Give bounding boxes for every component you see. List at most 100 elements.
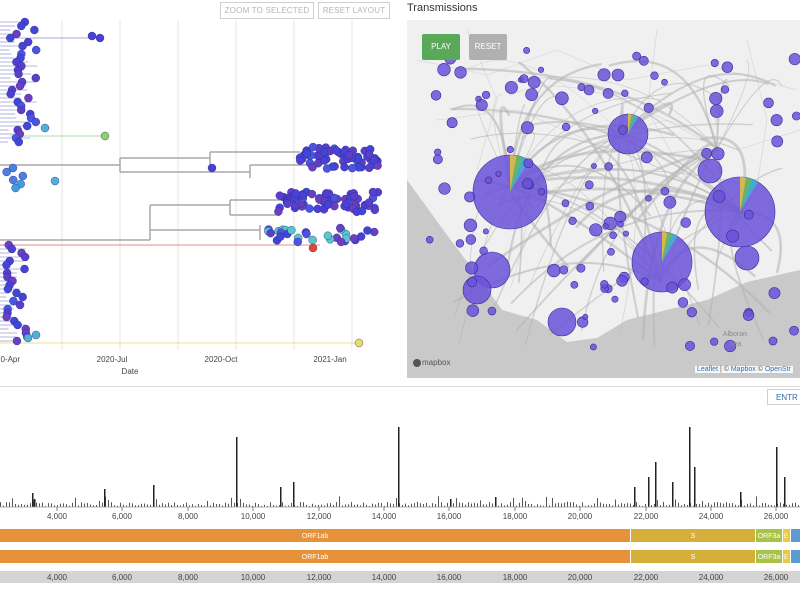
location-node[interactable] (720, 85, 730, 94)
entropy-bar[interactable] (293, 482, 295, 507)
entropy-bar[interactable] (339, 496, 340, 507)
entropy-bar[interactable] (684, 503, 685, 507)
tree-tip[interactable] (2, 260, 11, 270)
entropy-bar[interactable] (177, 505, 178, 507)
entropy-bar[interactable] (483, 504, 484, 507)
entropy-bar[interactable] (192, 504, 193, 507)
location-node[interactable] (584, 180, 594, 190)
entropy-bar[interactable] (534, 505, 535, 507)
entropy-bar[interactable] (159, 504, 160, 507)
tree-tip[interactable] (275, 191, 285, 200)
entropy-bar[interactable] (198, 504, 199, 507)
entropy-bar[interactable] (390, 503, 391, 507)
entropy-bar[interactable] (567, 501, 568, 507)
location-node[interactable] (650, 71, 659, 80)
entropy-bar[interactable] (609, 503, 610, 507)
entropy-bar[interactable] (786, 504, 787, 507)
tree-tip[interactable] (12, 288, 21, 298)
tree-tip[interactable] (30, 25, 39, 35)
location-node[interactable] (709, 92, 723, 106)
entropy-bar[interactable] (648, 477, 650, 507)
entropy-bar[interactable] (120, 502, 121, 507)
gene-s[interactable] (631, 529, 755, 542)
entropy-bar[interactable] (147, 504, 148, 507)
entropy-bar[interactable] (681, 505, 682, 507)
location-node[interactable] (463, 218, 478, 232)
entropy-bar[interactable] (747, 503, 748, 507)
tree-tip[interactable] (357, 206, 367, 216)
entropy-bar[interactable] (246, 504, 247, 507)
location-node[interactable] (617, 220, 624, 228)
entropy-bar[interactable] (705, 504, 706, 507)
location-node[interactable] (685, 340, 695, 351)
entropy-chart[interactable]: 4,000 6,000 8,000 10,000 12,000 14,000 16,000 1… (0, 410, 800, 600)
entropy-bar[interactable] (354, 504, 355, 507)
entropy-bar[interactable] (687, 504, 688, 507)
entropy-bar[interactable] (273, 505, 274, 507)
tree-tip[interactable] (20, 252, 30, 262)
entropy-bar[interactable] (171, 505, 172, 507)
entropy-bar[interactable] (387, 502, 388, 507)
tree-tip[interactable] (368, 187, 378, 197)
tree-tip[interactable] (3, 284, 13, 294)
tree-tip[interactable] (336, 237, 346, 247)
location-node[interactable] (467, 277, 478, 288)
entropy-bar[interactable] (600, 502, 601, 507)
tree-tip[interactable] (323, 231, 333, 240)
entropy-bar[interactable] (138, 505, 139, 507)
tree-tip[interactable] (319, 156, 329, 165)
entropy-bar[interactable] (516, 505, 517, 507)
tree-tip[interactable] (2, 312, 11, 322)
entropy-bar[interactable] (279, 505, 280, 507)
entropy-bar[interactable] (348, 504, 349, 507)
tree-tip[interactable] (349, 234, 359, 243)
location-node[interactable] (466, 304, 480, 317)
location-node[interactable] (446, 117, 458, 129)
tree-tip[interactable] (370, 205, 380, 215)
tree-tip[interactable] (313, 204, 322, 214)
location-node[interactable] (577, 83, 586, 92)
location-node[interactable] (589, 223, 603, 237)
location-node[interactable] (645, 195, 652, 202)
tree-tip[interactable] (13, 320, 22, 330)
entropy-bar[interactable] (435, 503, 436, 507)
entropy-bar[interactable] (504, 505, 505, 507)
tree-tip[interactable] (348, 163, 357, 173)
location-node[interactable] (506, 145, 514, 154)
tree-tip[interactable] (296, 156, 305, 165)
entropy-bar[interactable] (261, 505, 262, 507)
entropy-bar[interactable] (207, 500, 208, 507)
tree-tip[interactable] (12, 336, 22, 346)
entropy-bar[interactable] (255, 502, 256, 507)
entropy-bar[interactable] (634, 487, 636, 507)
location-node[interactable] (520, 121, 534, 135)
entropy-bar[interactable] (740, 492, 742, 507)
entropy-bar[interactable] (87, 502, 88, 507)
entropy-bar[interactable] (312, 503, 313, 507)
location-node[interactable] (712, 190, 726, 203)
entropy-bar[interactable] (666, 505, 667, 507)
entropy-bar[interactable] (168, 502, 169, 507)
location-node[interactable] (430, 90, 442, 101)
location-node[interactable] (481, 90, 491, 100)
location-node[interactable] (701, 148, 713, 159)
location-node[interactable] (525, 88, 538, 101)
entropy-bar[interactable] (180, 505, 181, 507)
location-node[interactable] (622, 230, 629, 237)
entropy-bar[interactable] (579, 505, 580, 507)
entropy-bar[interactable] (126, 505, 127, 507)
entropy-bar[interactable] (555, 503, 556, 507)
entropy-bar[interactable] (582, 502, 583, 507)
tree-tip[interactable] (342, 199, 351, 209)
entropy-bar[interactable] (657, 499, 658, 507)
tree-tip[interactable] (302, 229, 311, 239)
location-node[interactable] (495, 170, 502, 177)
location-node[interactable] (660, 186, 670, 196)
entropy-bar[interactable] (342, 505, 343, 507)
location-node[interactable] (771, 135, 784, 148)
entropy-bar[interactable] (150, 504, 151, 507)
location-node[interactable] (600, 280, 609, 289)
entropy-bar[interactable] (258, 504, 259, 507)
tree-tip[interactable] (336, 223, 345, 233)
entropy-bar[interactable] (615, 499, 616, 507)
